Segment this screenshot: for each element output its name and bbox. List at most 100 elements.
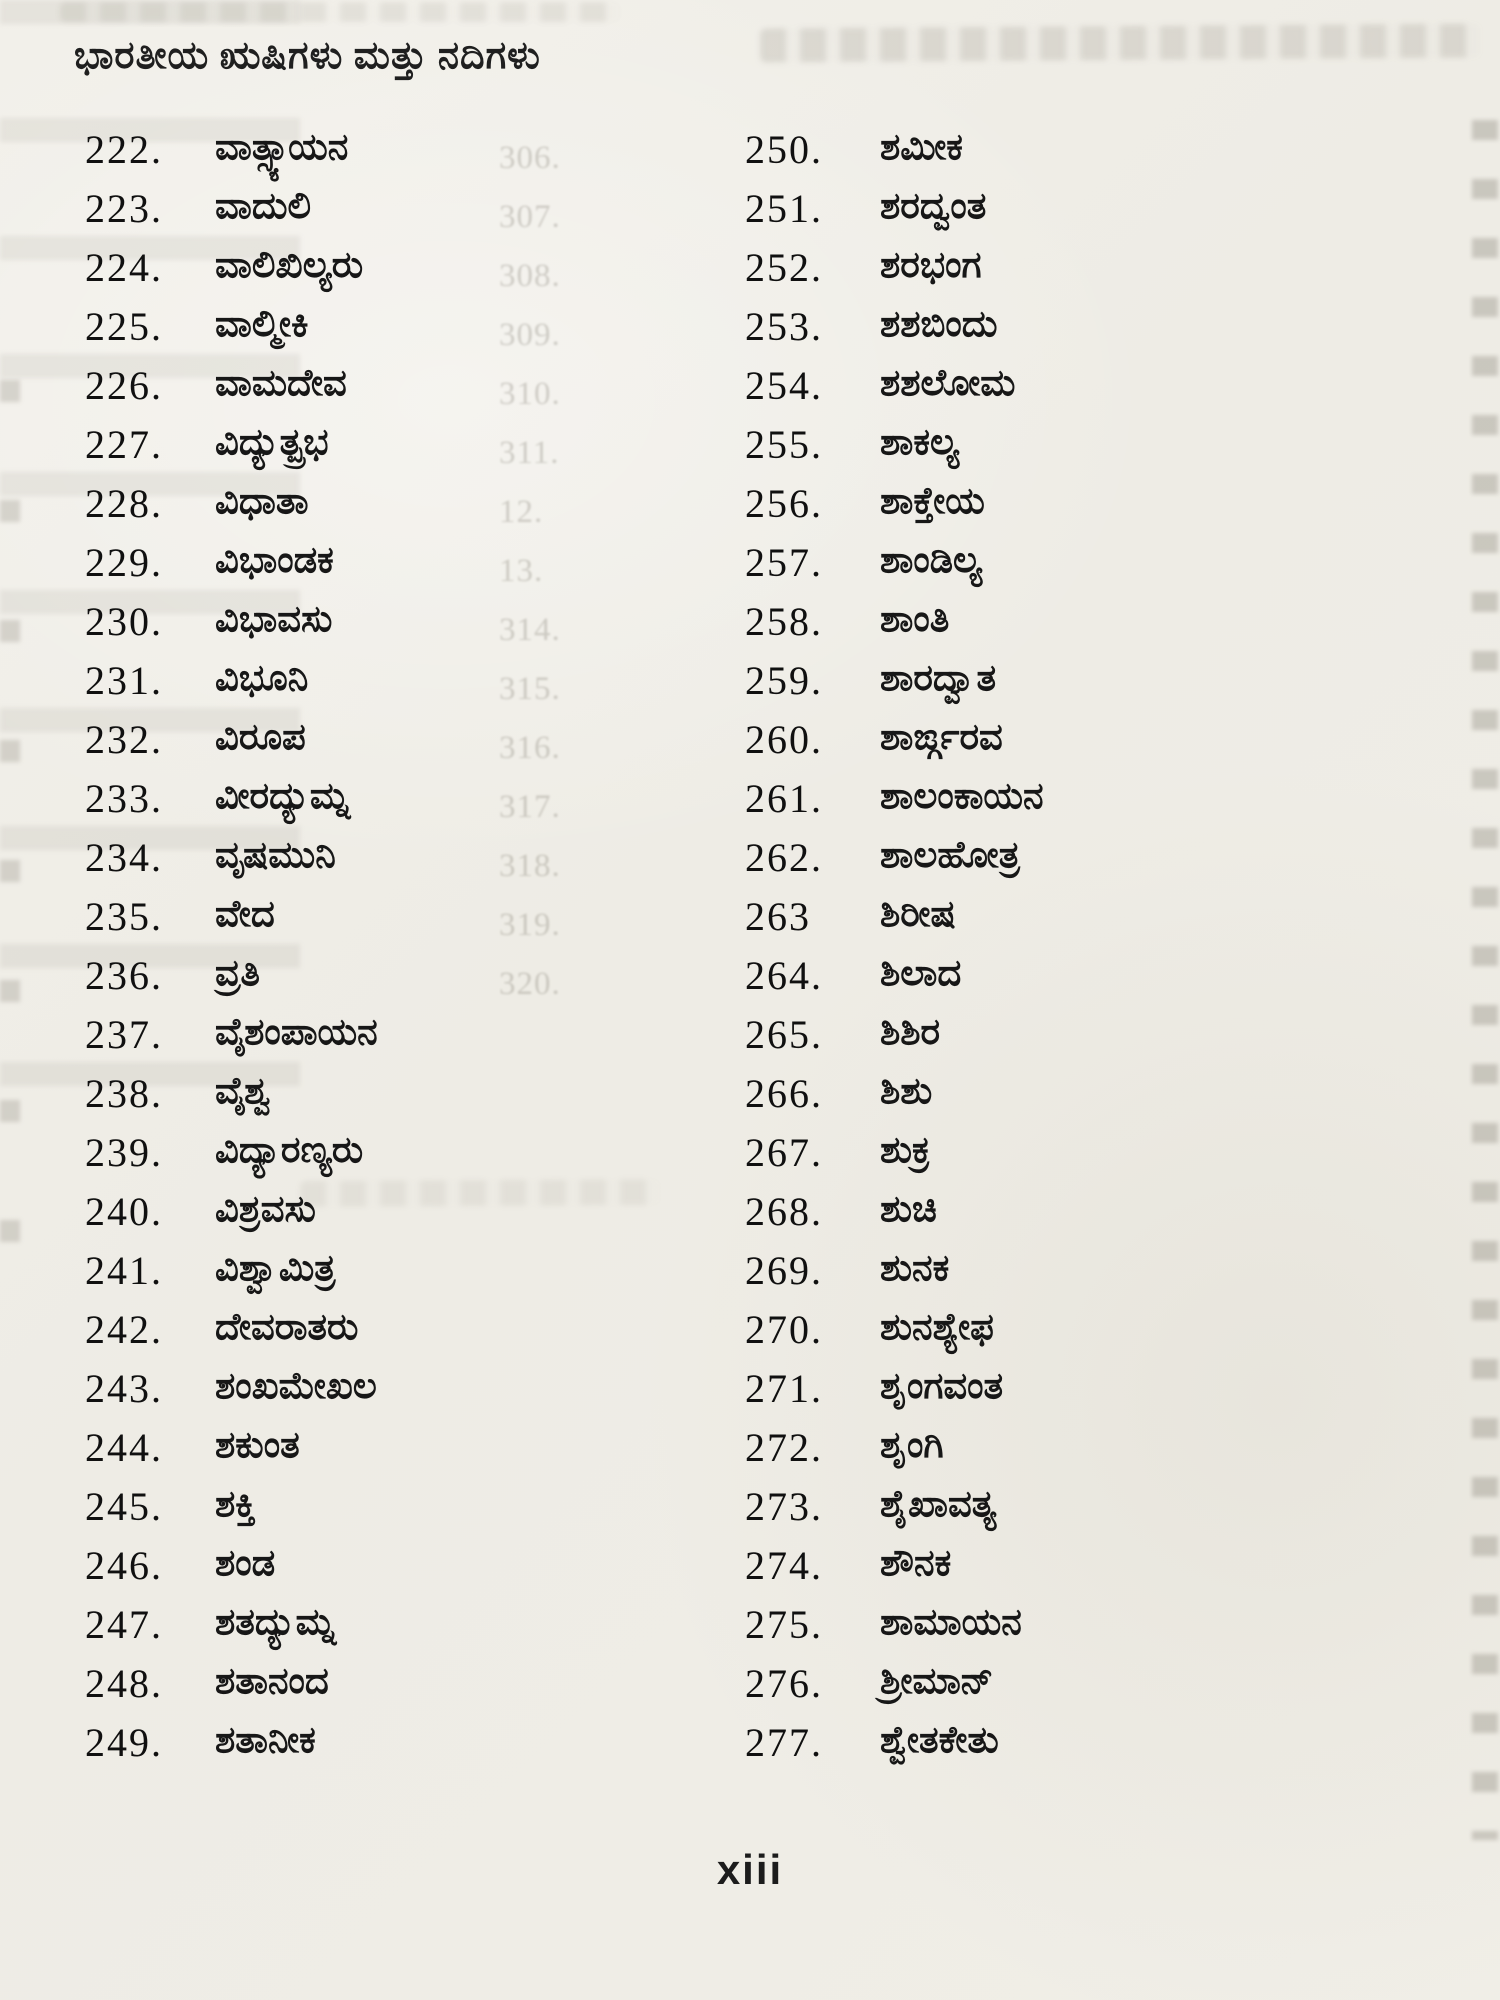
entry-name: ಶೃಂಗವಂತ bbox=[880, 1366, 1004, 1407]
list-entry: 248. ಶತಾನಂದ bbox=[85, 1660, 705, 1719]
entry-number: 257. bbox=[745, 540, 823, 585]
list-entry: 240. ವಿಶ್ರವಸು bbox=[85, 1188, 705, 1247]
list-entry: 267. ಶುಕ್ರ bbox=[745, 1129, 1445, 1188]
list-entry: 263 ಶಿರೀಷ bbox=[745, 893, 1445, 952]
list-entry: 273. ಶೈಖಾವತ್ಯ bbox=[745, 1483, 1445, 1542]
entry-number: 249. bbox=[85, 1720, 163, 1765]
entry-number: 275. bbox=[745, 1602, 823, 1647]
entry-number: 231. bbox=[85, 658, 163, 703]
entry-name: ಶೃಂಗಿ bbox=[880, 1425, 944, 1466]
list-entry: 228. ವಿಧಾತಾ bbox=[85, 480, 705, 539]
entry-number: 235. bbox=[85, 894, 163, 939]
list-entry: 252. ಶರಭಂಗ bbox=[745, 244, 1445, 303]
entry-name: ಶುಕ್ರ bbox=[880, 1130, 931, 1171]
entry-number: 245. bbox=[85, 1484, 163, 1529]
entry-number: 230. bbox=[85, 599, 163, 644]
bleed-through-number: 316. bbox=[499, 730, 561, 766]
entry-name: ಶಂಖಮೇಖಲ bbox=[215, 1366, 377, 1407]
entry-name: ದೇವರಾತರು bbox=[215, 1307, 359, 1348]
list-entry: 237. ವೈಶಂಪಾಯನ bbox=[85, 1011, 705, 1070]
entry-number: 266. bbox=[745, 1071, 823, 1116]
list-entry: 272. ಶೃಂಗಿ bbox=[745, 1424, 1445, 1483]
bleed-through-number: 317. bbox=[499, 789, 561, 825]
entry-name: ಶ್ವೇತಕೇತು bbox=[880, 1720, 999, 1761]
entry-name: ಶಾಕ್ತೇಯ bbox=[880, 481, 985, 522]
list-entry: 227. ವಿದ್ಯುತ್ಪ್ರಭ bbox=[85, 421, 705, 480]
entry-number: 255. bbox=[745, 422, 823, 467]
entry-number: 234. bbox=[85, 835, 163, 880]
index-column-left: 222. ವಾತ್ಸ್ಯಾಯನ 223. ವಾದುಲಿ 224. ವಾಲಿಖಿಲ್ಯರು 2… bbox=[85, 126, 705, 1778]
entry-number: 225. bbox=[85, 304, 163, 349]
list-entry: 222. ವಾತ್ಸ್ಯಾಯನ bbox=[85, 126, 705, 185]
list-entry: 269. ಶುನಕ bbox=[745, 1247, 1445, 1306]
entry-name: ವಿಭಾವಸು bbox=[215, 599, 333, 640]
entry-name: ಶಾಕಲ್ಯ bbox=[880, 422, 960, 463]
list-entry: 277. ಶ್ವೇತಕೇತು bbox=[745, 1719, 1445, 1778]
bleed-through-number: 306. bbox=[499, 140, 561, 176]
list-entry: 242. ದೇವರಾತರು bbox=[85, 1306, 705, 1365]
entry-number: 240. bbox=[85, 1189, 163, 1234]
bleed-through-number: 310. bbox=[499, 376, 561, 412]
entry-number: 251. bbox=[745, 186, 823, 231]
entry-number: 222. bbox=[85, 127, 163, 172]
list-entry: 247. ಶತದ್ಯುಮ್ನ bbox=[85, 1601, 705, 1660]
entry-name: ಶರಭಂಗ bbox=[880, 245, 982, 286]
list-entry: 266. ಶಿಶು bbox=[745, 1070, 1445, 1129]
entry-name: ಶಾಂತಿ bbox=[880, 599, 950, 640]
entry-name: ಶಿರೀಷ bbox=[880, 894, 956, 935]
page-title: ಭಾರತೀಯ ಋಷಿಗಳು ಮತ್ತು ನದಿಗಳು bbox=[74, 35, 541, 77]
entry-number: 248. bbox=[85, 1661, 163, 1706]
entry-name: ಶೈಖಾವತ್ಯ bbox=[880, 1484, 997, 1525]
list-entry: 254. ಶಶಲೋಮ bbox=[745, 362, 1445, 421]
list-entry: 233. ವೀರದ್ಯುಮ್ನ bbox=[85, 775, 705, 834]
list-entry: 265. ಶಿಶಿರ bbox=[745, 1011, 1445, 1070]
list-entry: 251. ಶರದ್ವಂತ bbox=[745, 185, 1445, 244]
entry-number: 244. bbox=[85, 1425, 163, 1470]
list-entry: 250. ಶಮೀಕ bbox=[745, 126, 1445, 185]
entry-name: ವಿಧಾತಾ bbox=[215, 481, 309, 522]
entry-name: ವ್ರತಿ bbox=[215, 953, 260, 994]
entry-name: ವಾಮದೇವ bbox=[215, 363, 347, 404]
entry-number: 226. bbox=[85, 363, 163, 408]
list-entry: 270. ಶುನಶ್ಯೇಫ bbox=[745, 1306, 1445, 1365]
entry-name: ಶಕುಂತ bbox=[215, 1425, 300, 1466]
list-entry: 276. ಶ್ರೀಮಾನ್ bbox=[745, 1660, 1445, 1719]
bleed-through-number: 13. bbox=[499, 553, 544, 589]
entry-name: ಶತಾನೀಕ bbox=[215, 1720, 316, 1761]
entry-number: 256. bbox=[745, 481, 823, 526]
entry-number: 247. bbox=[85, 1602, 163, 1647]
entry-name: ಶುನಶ್ಯೇಫ bbox=[880, 1307, 994, 1348]
entry-name: ಶತಾನಂದ bbox=[215, 1661, 329, 1702]
entry-name: ಶುಚಿ bbox=[880, 1189, 937, 1230]
entry-number: 273. bbox=[745, 1484, 823, 1529]
entry-name: ಶಿಲಾದ bbox=[880, 953, 962, 994]
entry-number: 264. bbox=[745, 953, 823, 998]
list-entry: 239. ವಿದ್ಯಾರಣ್ಯರು bbox=[85, 1129, 705, 1188]
entry-name: ಶಮೀಕ bbox=[880, 127, 963, 168]
list-entry: 260. ಶಾರ್ಙ್ಗರವ bbox=[745, 716, 1445, 775]
bleed-through-number: 307. bbox=[499, 199, 561, 235]
entry-name: ವೈಶಂಪಾಯನ bbox=[215, 1012, 378, 1053]
entry-name: ಶರದ್ವಂತ bbox=[880, 186, 987, 227]
bleed-through-number: 315. bbox=[499, 671, 561, 707]
entry-name: ಶತದ್ಯುಮ್ನ bbox=[215, 1602, 336, 1643]
entry-number: 238. bbox=[85, 1071, 163, 1116]
entry-number: 246. bbox=[85, 1543, 163, 1588]
entry-name: ಶಕ್ತಿ bbox=[215, 1484, 256, 1525]
entry-number: 236. bbox=[85, 953, 163, 998]
list-entry: 241. ವಿಶ್ವಾಮಿತ್ರ bbox=[85, 1247, 705, 1306]
list-entry: 223. ವಾದುಲಿ bbox=[85, 185, 705, 244]
entry-number: 229. bbox=[85, 540, 163, 585]
bleed-through-right-edge bbox=[1472, 120, 1498, 1840]
entry-number: 227. bbox=[85, 422, 163, 467]
list-entry: 249. ಶತಾನೀಕ bbox=[85, 1719, 705, 1778]
list-entry: 274. ಶೌನಕ bbox=[745, 1542, 1445, 1601]
list-entry: 234. ವೃಷಮುನಿ bbox=[85, 834, 705, 893]
entry-number: 258. bbox=[745, 599, 823, 644]
entry-number: 274. bbox=[745, 1543, 823, 1588]
list-entry: 226. ವಾಮದೇವ bbox=[85, 362, 705, 421]
entry-name: ವಿಶ್ರವಸು bbox=[215, 1189, 316, 1230]
list-entry: 271. ಶೃಂಗವಂತ bbox=[745, 1365, 1445, 1424]
entry-name: ವಿಭಾಂಡಕ bbox=[215, 540, 334, 581]
entry-number: 228. bbox=[85, 481, 163, 526]
